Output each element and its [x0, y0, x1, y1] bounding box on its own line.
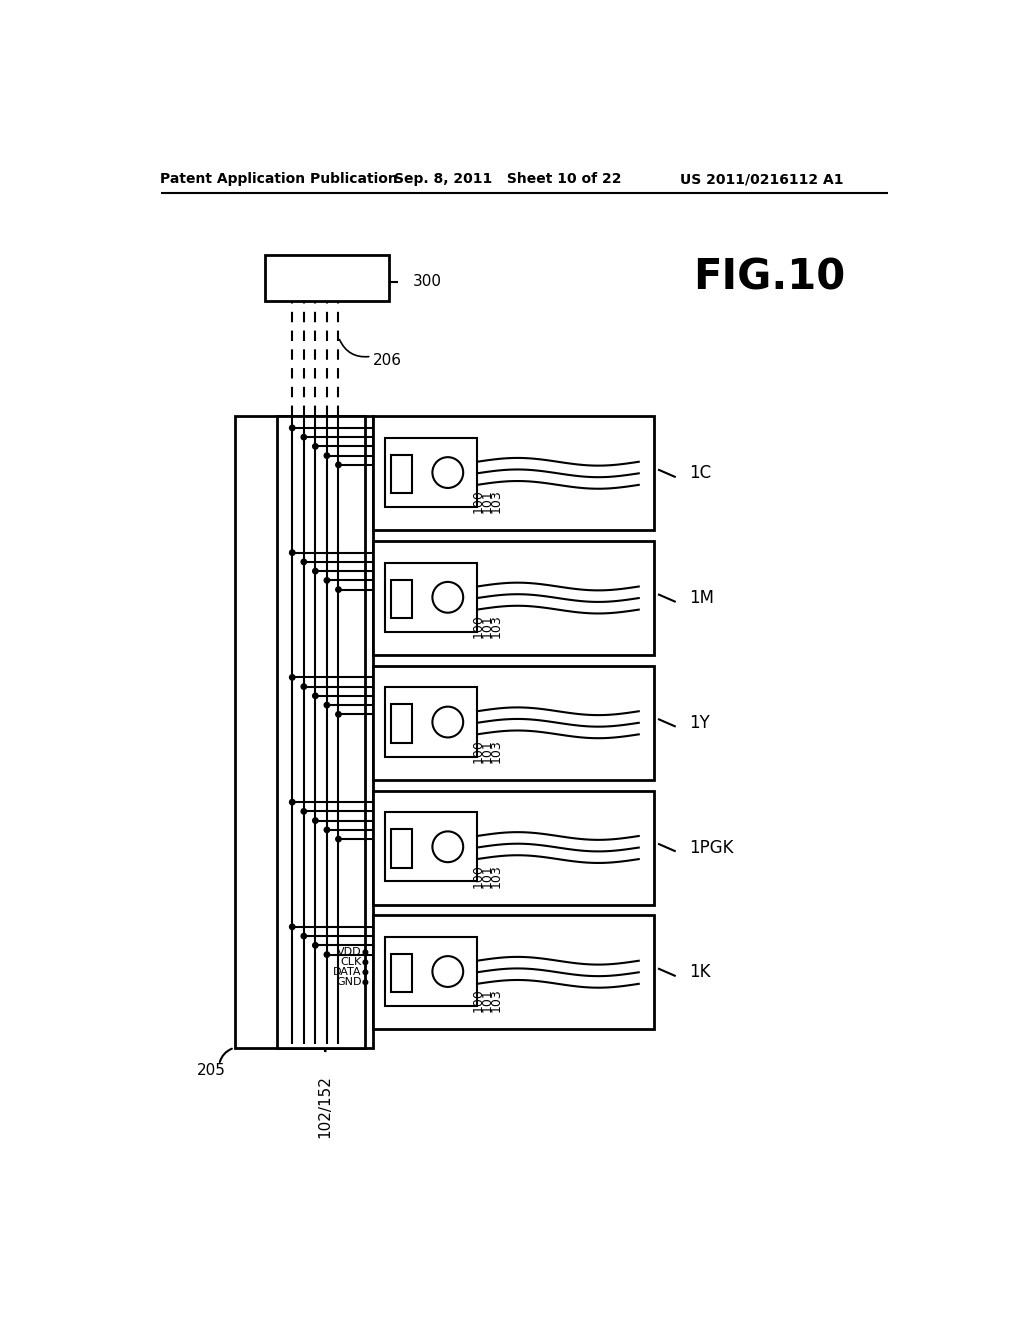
Text: 1Y: 1Y — [689, 714, 710, 731]
Text: FIG.10: FIG.10 — [693, 257, 846, 298]
Text: 103: 103 — [489, 863, 503, 887]
Text: 103: 103 — [489, 739, 503, 763]
Circle shape — [312, 942, 318, 948]
Circle shape — [336, 837, 341, 842]
Circle shape — [301, 560, 306, 565]
Circle shape — [325, 578, 330, 583]
Circle shape — [301, 434, 306, 440]
Bar — [385, 812, 477, 882]
Text: 102/152: 102/152 — [317, 1074, 332, 1138]
Text: VDD: VDD — [337, 948, 361, 957]
Circle shape — [325, 952, 330, 957]
Text: 100: 100 — [471, 490, 484, 513]
Circle shape — [290, 550, 295, 556]
Text: Patent Application Publication: Patent Application Publication — [160, 172, 397, 186]
Text: 300: 300 — [413, 275, 442, 289]
Text: US 2011/0216112 A1: US 2011/0216112 A1 — [680, 172, 844, 186]
Circle shape — [364, 960, 368, 965]
Text: 103: 103 — [489, 989, 503, 1012]
Bar — [391, 705, 413, 743]
Bar — [234, 416, 373, 1048]
Bar — [373, 791, 654, 904]
Bar — [265, 255, 388, 301]
Circle shape — [301, 809, 306, 814]
Circle shape — [336, 462, 341, 467]
Text: 100: 100 — [471, 989, 484, 1012]
Bar — [385, 937, 477, 1006]
Circle shape — [325, 702, 330, 708]
Bar — [391, 954, 413, 993]
Circle shape — [301, 933, 306, 939]
Bar — [385, 438, 477, 507]
Bar — [276, 416, 366, 1048]
Text: 1PGK: 1PGK — [689, 838, 733, 857]
Text: 103: 103 — [489, 490, 503, 513]
Bar — [385, 688, 477, 756]
Circle shape — [336, 587, 341, 593]
Circle shape — [325, 828, 330, 833]
Text: 1C: 1C — [689, 465, 711, 482]
Circle shape — [301, 684, 306, 689]
Circle shape — [290, 800, 295, 805]
Bar — [391, 829, 413, 867]
Text: 100: 100 — [471, 863, 484, 887]
Text: 1K: 1K — [689, 964, 711, 981]
Circle shape — [325, 453, 330, 458]
Text: 205: 205 — [197, 1064, 226, 1078]
Bar — [373, 416, 654, 531]
Text: 101: 101 — [480, 739, 494, 763]
Circle shape — [312, 693, 318, 698]
Circle shape — [364, 950, 368, 954]
Text: 101: 101 — [480, 614, 494, 638]
Bar — [391, 455, 413, 494]
Text: 1M: 1M — [689, 589, 714, 607]
Bar — [385, 562, 477, 632]
Text: 100: 100 — [471, 739, 484, 763]
Text: 101: 101 — [480, 863, 494, 887]
Bar — [373, 541, 654, 655]
Text: 206: 206 — [373, 352, 402, 368]
Text: Sep. 8, 2011   Sheet 10 of 22: Sep. 8, 2011 Sheet 10 of 22 — [394, 172, 622, 186]
Circle shape — [364, 979, 368, 985]
Text: 100: 100 — [471, 614, 484, 638]
Circle shape — [312, 818, 318, 824]
Circle shape — [312, 444, 318, 449]
Circle shape — [312, 569, 318, 574]
Bar — [391, 579, 413, 618]
Circle shape — [364, 970, 368, 974]
Text: GND: GND — [336, 977, 361, 987]
Circle shape — [290, 924, 295, 929]
Bar — [373, 665, 654, 780]
Circle shape — [290, 675, 295, 680]
Text: DATA: DATA — [333, 968, 361, 977]
Bar — [373, 915, 654, 1030]
Circle shape — [336, 711, 341, 717]
Text: 101: 101 — [480, 490, 494, 513]
Circle shape — [290, 425, 295, 430]
Text: 101: 101 — [480, 989, 494, 1012]
Text: CLK: CLK — [340, 957, 361, 968]
Text: 103: 103 — [489, 614, 503, 638]
